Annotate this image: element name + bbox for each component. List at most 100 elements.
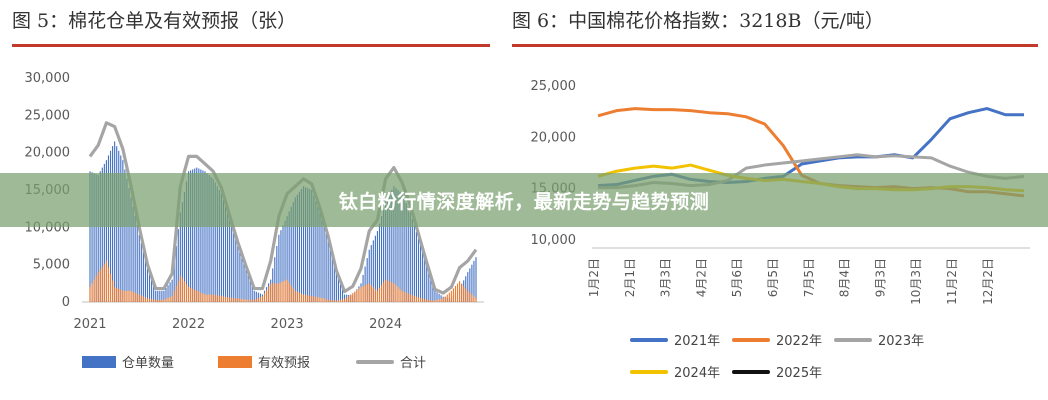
- forecast-bar: [144, 297, 147, 302]
- forecast-bar: [126, 290, 128, 302]
- forecast-bar: [372, 287, 374, 302]
- warehouse-bar: [214, 182, 216, 302]
- forecast-bar: [333, 300, 335, 302]
- warehouse-bar: [413, 225, 415, 302]
- forecast-bar: [208, 294, 210, 302]
- warehouse-bar: [313, 195, 315, 302]
- forecast-bar: [341, 299, 344, 302]
- warehouse-bar: [198, 168, 200, 302]
- forecast-bar: [187, 287, 190, 302]
- x-tick-label: 10月3日: [909, 258, 923, 305]
- warehouse-bar: [440, 295, 442, 302]
- warehouse-bar: [177, 229, 179, 302]
- warehouse-bar: [325, 232, 327, 302]
- forecast-bar: [426, 299, 428, 302]
- warehouse-bar: [368, 249, 370, 302]
- warehouse-bar: [302, 186, 305, 302]
- warehouse-bar: [280, 230, 282, 302]
- forecast-bar: [280, 282, 282, 302]
- x-tick-label: 11月2日: [945, 258, 959, 305]
- warehouse-bar: [385, 201, 387, 302]
- warehouse-bar: [210, 176, 212, 302]
- forecast-bar: [241, 299, 243, 302]
- warehouse-bar: [366, 258, 368, 302]
- warehouse-bar: [148, 274, 151, 302]
- forecast-bar: [417, 297, 420, 302]
- warehouse-bar: [200, 169, 202, 302]
- forecast-bar: [309, 295, 311, 302]
- legend-item-2023: 2023年: [834, 330, 924, 349]
- forecast-bar: [249, 299, 251, 302]
- forecast-bar: [366, 284, 368, 302]
- warehouse-bar: [192, 169, 194, 302]
- legend-item-forecast: 有效预报: [218, 352, 310, 371]
- legend-swatch: [732, 369, 770, 374]
- warehouse-bar: [222, 200, 225, 302]
- forecast-bar: [224, 296, 227, 302]
- warehouse-bar: [243, 262, 245, 302]
- y-tick-label: 5,000: [33, 258, 70, 273]
- warehouse-bar: [395, 188, 397, 302]
- warehouse-bar: [274, 257, 276, 302]
- warehouse-bar: [376, 231, 379, 302]
- x-tick-label: 3月3日: [659, 258, 673, 297]
- forecast-bar: [454, 285, 457, 302]
- legend-label: 2022年: [776, 334, 823, 349]
- forecast-bar: [401, 290, 403, 302]
- forecast-bar: [469, 292, 471, 302]
- forecast-bar: [411, 295, 413, 302]
- legend-label: 有效预报: [258, 356, 311, 371]
- warehouse-bar: [140, 243, 142, 302]
- forecast-bar: [169, 296, 171, 302]
- forecast-bar: [434, 300, 436, 302]
- forecast-bar: [407, 293, 409, 302]
- legend-item-2021: 2021年: [630, 330, 720, 349]
- forecast-bar: [300, 293, 303, 302]
- x-tick-label: 2022: [172, 317, 205, 332]
- warehouse-receipt-panel: 图 5：棉花仓单及有效预报（张） 05,00010,00015,00020,00…: [0, 0, 500, 400]
- warehouse-bar: [208, 175, 210, 302]
- warehouse-bar: [165, 288, 167, 302]
- forecast-bar: [284, 280, 286, 302]
- forecast-bar: [210, 294, 212, 302]
- warehouse-bar: [467, 272, 469, 302]
- forecast-bar: [415, 296, 418, 302]
- forecast-bar: [456, 283, 459, 302]
- warehouse-bar: [231, 226, 233, 302]
- warehouse-bar: [157, 290, 159, 302]
- warehouse-bar: [284, 220, 286, 302]
- warehouse-bar: [91, 172, 93, 302]
- forecast-bar: [368, 283, 370, 302]
- forecast-bar: [380, 285, 383, 302]
- forecast-bar: [161, 299, 163, 302]
- forecast-bar: [259, 296, 261, 302]
- warehouse-bar: [105, 160, 107, 302]
- warehouse-bar: [163, 290, 165, 302]
- warehouse-bar: [171, 279, 173, 302]
- forecast-bar: [438, 299, 440, 302]
- warehouse-bar: [179, 212, 181, 302]
- x-tick-label: 9月3日: [873, 258, 887, 297]
- x-tick-label: 4月2日: [694, 258, 708, 297]
- forecast-bar: [272, 283, 274, 302]
- warehouse-bar: [181, 202, 183, 302]
- warehouse-bar: [286, 216, 288, 302]
- warehouse-bar: [132, 206, 134, 302]
- warehouse-bar: [190, 170, 192, 302]
- warehouse-bar: [393, 186, 395, 302]
- warehouse-bar: [224, 206, 227, 302]
- warehouse-bar: [194, 168, 196, 302]
- forecast-bar: [155, 299, 157, 302]
- warehouse-bar: [335, 272, 337, 302]
- warehouse-bar: [426, 264, 428, 302]
- title-rule: [512, 44, 1038, 47]
- forecast-bar: [192, 288, 194, 302]
- legend-item-2024: 2024年: [630, 362, 720, 381]
- legend-item-2025: 2025年: [732, 362, 822, 381]
- forecast-bar: [196, 290, 198, 302]
- forecast-bar: [346, 297, 348, 302]
- forecast-bar: [101, 266, 103, 302]
- forecast-bar: [142, 296, 144, 302]
- forecast-bar: [132, 291, 134, 302]
- forecast-bar: [399, 288, 401, 302]
